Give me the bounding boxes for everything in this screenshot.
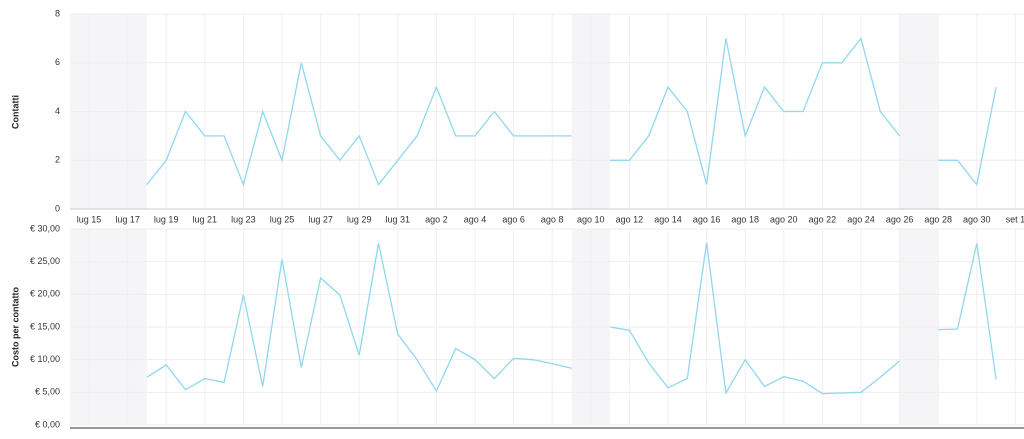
x-tick-label: ago 18	[731, 214, 759, 224]
x-tick-label: ago 10	[577, 214, 605, 224]
x-tick-label: ago 30	[963, 214, 991, 224]
data-line	[146, 242, 997, 395]
y-tick-label: € 0,00	[35, 419, 60, 429]
y-tick-label: 8	[55, 8, 60, 18]
y-tick-label: € 10,00	[30, 354, 60, 364]
y-tick-label: 0	[55, 203, 60, 213]
y-tick-label: € 5,00	[35, 387, 60, 397]
x-tick-label: lug 15	[77, 214, 102, 224]
x-tick-label: lug 27	[308, 214, 333, 224]
x-tick-label: ago 22	[809, 214, 837, 224]
y-tick-label: 4	[55, 106, 60, 116]
y-tick-label: 2	[55, 155, 60, 165]
x-tick-label: ago 16	[693, 214, 721, 224]
x-tick-label: ago 24	[847, 214, 875, 224]
x-tick-label: ago 14	[654, 214, 682, 224]
x-tick-label: ago 20	[770, 214, 798, 224]
y-tick-label: € 15,00	[30, 321, 60, 331]
x-tick-label: lug 25	[270, 214, 295, 224]
y-tick-label: 6	[55, 57, 60, 67]
y-tick-label: € 30,00	[30, 223, 60, 233]
x-tick-label: lug 17	[115, 214, 140, 224]
y-tick-label: € 25,00	[30, 256, 60, 266]
x-tick-label: ago 6	[502, 214, 525, 224]
y-tick-label: € 20,00	[30, 289, 60, 299]
x-tick-label: ago 26	[886, 214, 914, 224]
x-tick-label: ago 28	[924, 214, 952, 224]
x-tick-label: ago 8	[541, 214, 564, 224]
x-tick-label: lug 21	[193, 214, 218, 224]
x-tick-label: lug 19	[154, 214, 179, 224]
x-tick-label: lug 31	[386, 214, 411, 224]
x-tick-label: set 1	[1006, 214, 1024, 224]
x-tick-label: ago 2	[425, 214, 448, 224]
x-tick-label: lug 23	[231, 214, 256, 224]
y-axis-title: Contatti	[10, 95, 20, 129]
x-tick-label: lug 29	[347, 214, 372, 224]
y-axis-title: Costo per contatto	[10, 286, 20, 367]
x-tick-label: ago 4	[464, 214, 487, 224]
x-tick-label: ago 12	[616, 214, 644, 224]
data-line	[146, 36, 997, 187]
